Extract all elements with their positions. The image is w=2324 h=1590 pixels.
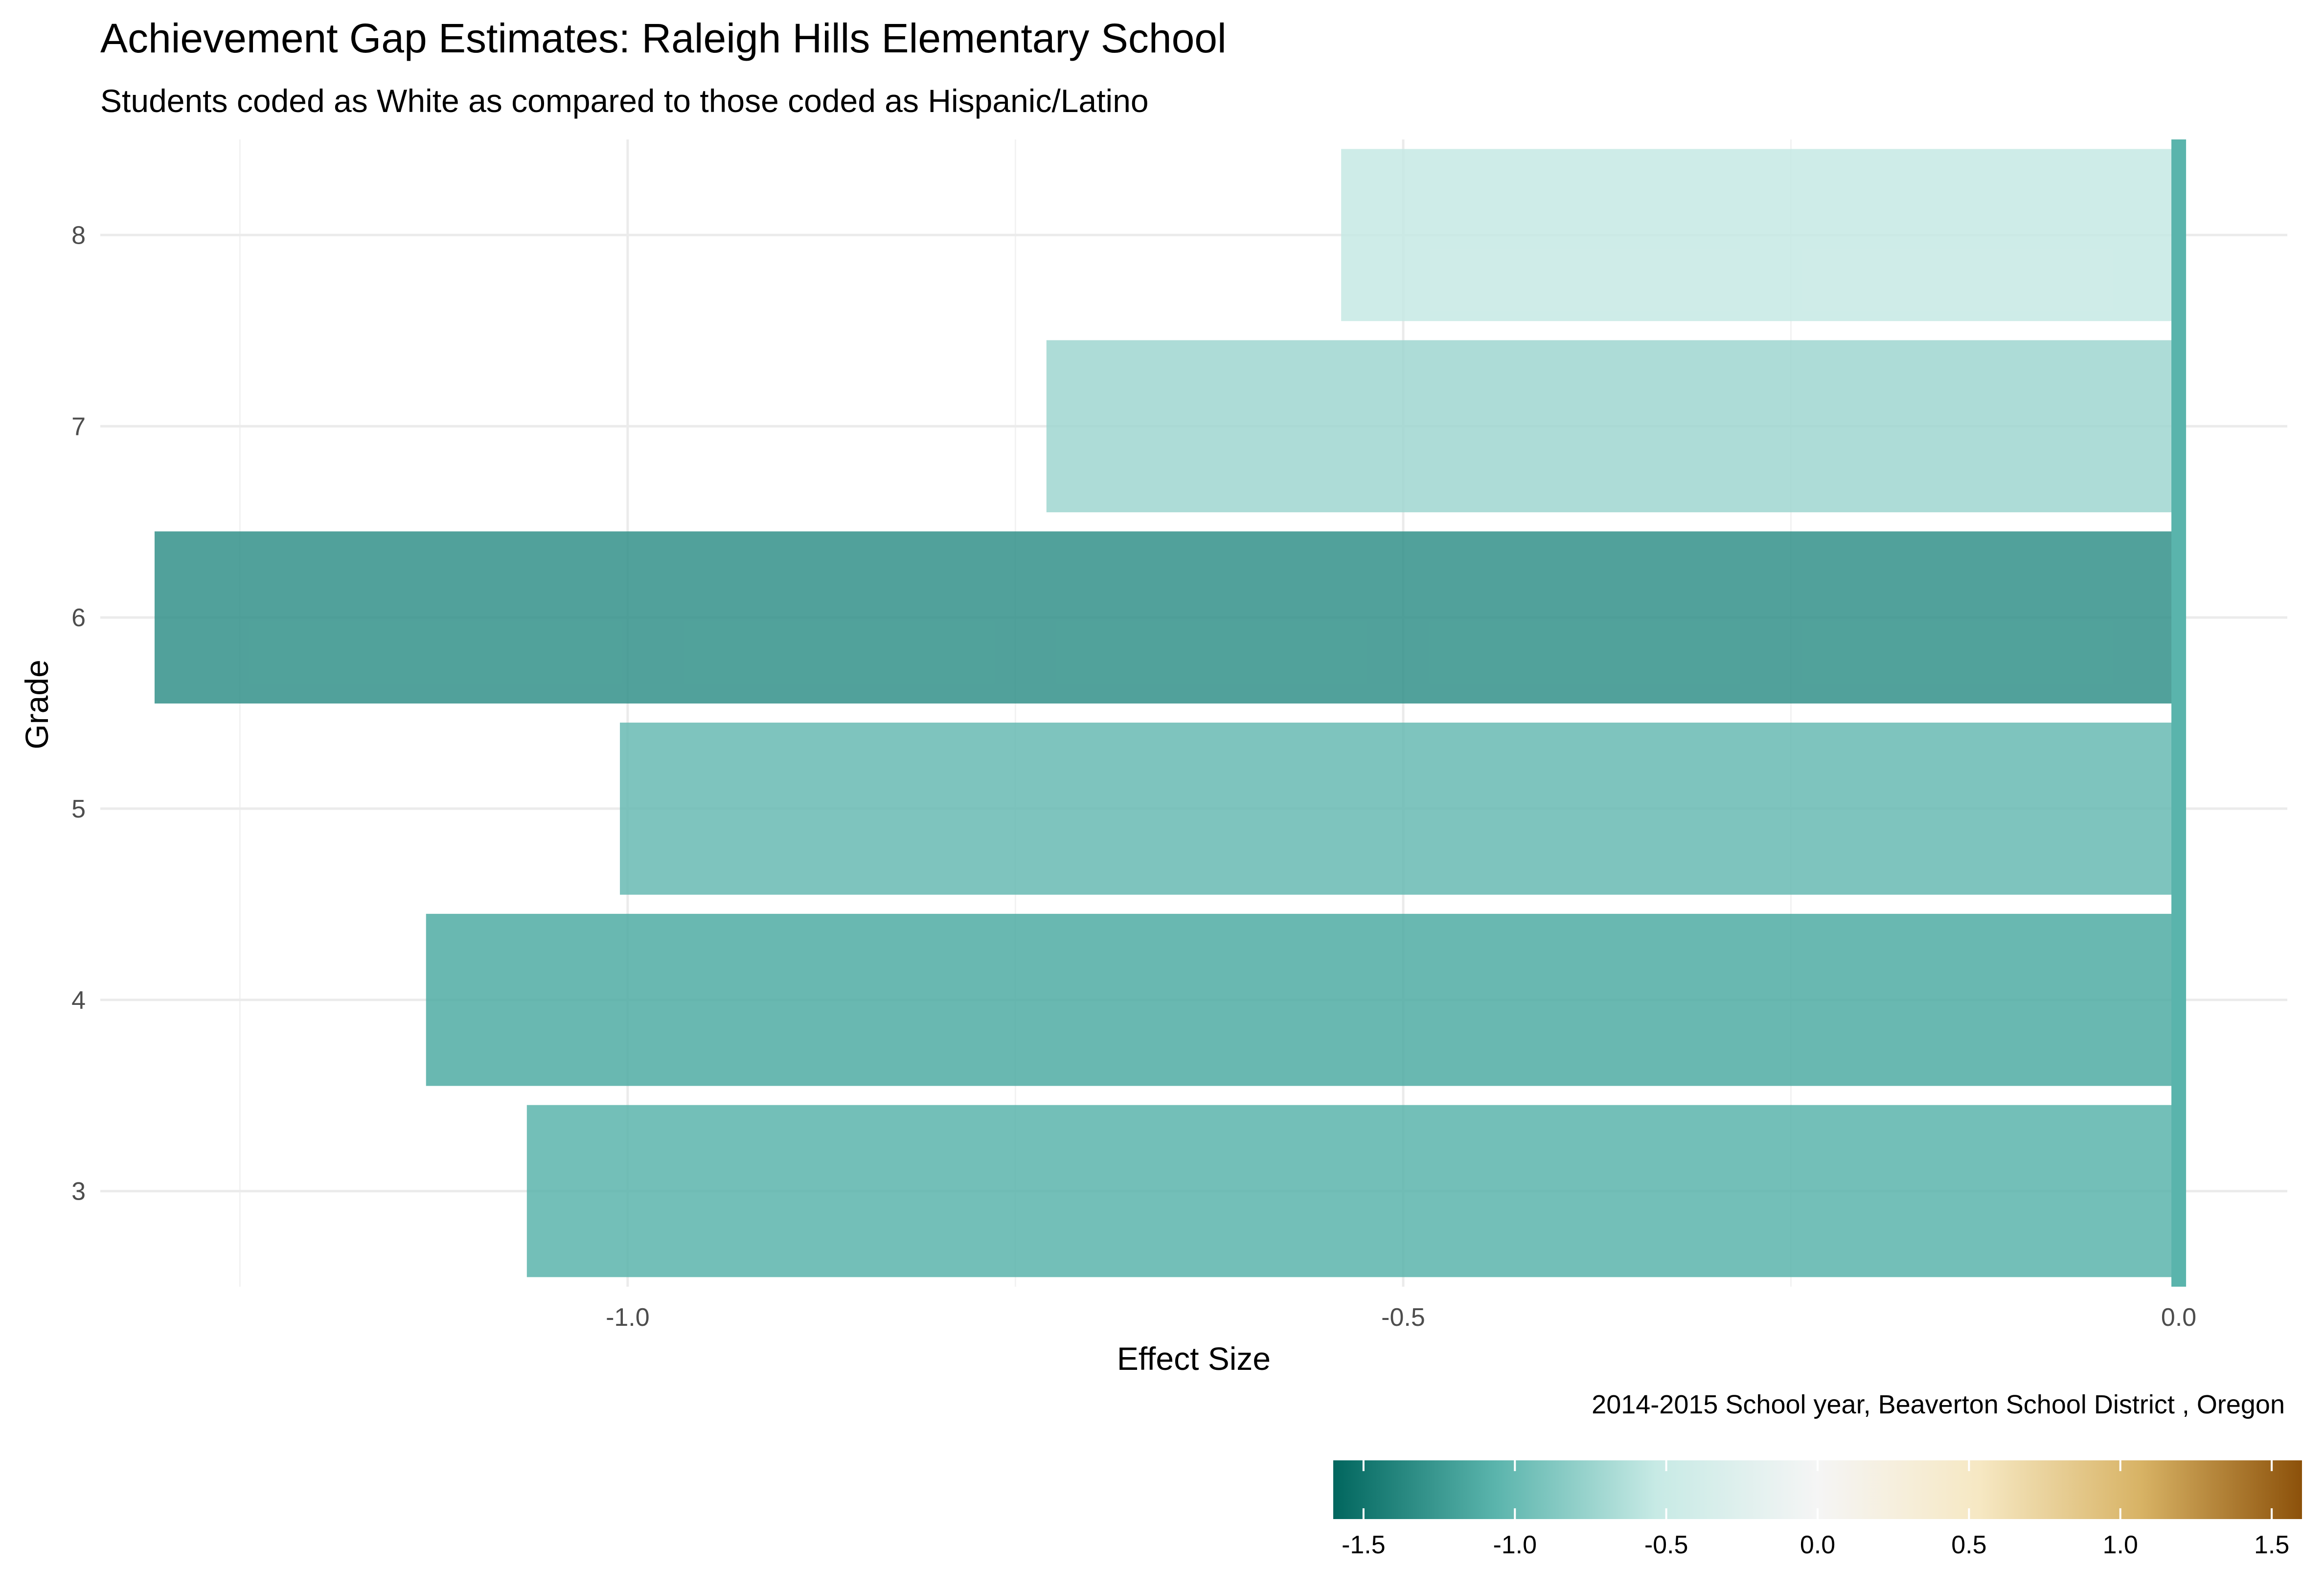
legend-ticks: -1.5 -1.0 -0.5 0.0 0.5 1.0 1.5 bbox=[1342, 1460, 2289, 1559]
bar-grade-7 bbox=[1046, 340, 2179, 513]
legend-tick-label: -1.0 bbox=[1493, 1531, 1537, 1559]
legend-tick-label: -0.5 bbox=[1644, 1531, 1688, 1559]
chart-subtitle: Students coded as White as compared to t… bbox=[100, 83, 1149, 119]
bar-grade-6 bbox=[154, 531, 2179, 704]
legend-tick-label: 0.0 bbox=[1800, 1531, 1835, 1559]
x-axis-ticks: -1.0 -0.5 0.0 bbox=[606, 1303, 2196, 1332]
chart-caption: 2014-2015 School year, Beaverton School … bbox=[1592, 1390, 2285, 1419]
legend-tick-label: -1.5 bbox=[1342, 1531, 1386, 1559]
bars bbox=[154, 149, 2179, 1277]
x-tick-label: 0.0 bbox=[2161, 1303, 2196, 1332]
y-tick-label: 6 bbox=[71, 604, 86, 632]
legend-tick-label: 1.0 bbox=[2103, 1531, 2138, 1559]
y-axis-ticks: 3 4 5 6 7 8 bbox=[71, 221, 86, 1205]
chart-title: Achievement Gap Estimates: Raleigh Hills… bbox=[100, 15, 1227, 61]
x-tick-label: -1.0 bbox=[606, 1303, 650, 1332]
y-tick-label: 3 bbox=[71, 1178, 86, 1206]
bar-grade-4 bbox=[426, 913, 2179, 1086]
bar-chart: -1.0 -0.5 0.0 3 4 5 6 7 8 Effect Size Grade bbox=[19, 139, 2287, 1377]
legend-tick-label: 1.5 bbox=[2254, 1531, 2289, 1559]
y-tick-label: 4 bbox=[71, 986, 86, 1015]
y-tick-label: 5 bbox=[71, 795, 86, 823]
y-tick-label: 8 bbox=[71, 221, 86, 250]
color-legend: -1.5 -1.0 -0.5 0.0 0.5 1.0 1.5 bbox=[1333, 1460, 2302, 1559]
y-tick-label: 7 bbox=[71, 412, 86, 441]
y-axis-title: Grade bbox=[19, 659, 55, 749]
x-tick-label: -0.5 bbox=[1381, 1303, 1425, 1332]
x-axis-title: Effect Size bbox=[1117, 1340, 1271, 1377]
bar-grade-3 bbox=[526, 1105, 2179, 1277]
legend-tick-label: 0.5 bbox=[1951, 1531, 1986, 1559]
bar-grade-8 bbox=[1341, 149, 2179, 321]
bar-grade-5 bbox=[620, 723, 2179, 895]
